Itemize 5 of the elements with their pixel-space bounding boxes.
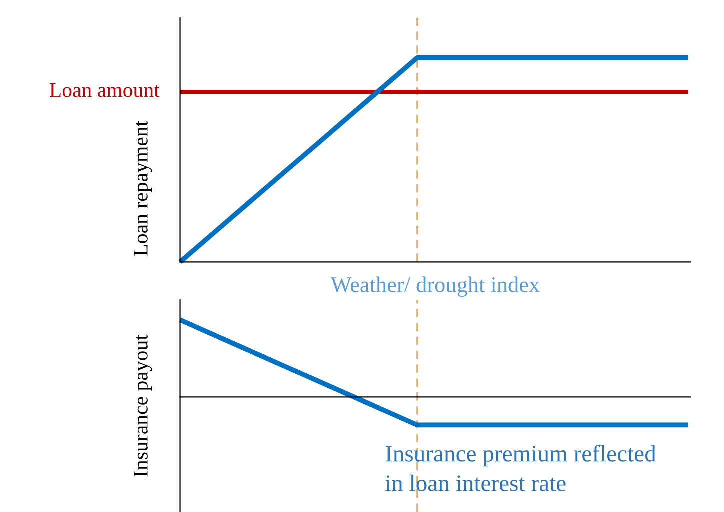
y-axis-title: Insurance payout	[134, 334, 152, 477]
x-axis-title: Weather/ drought index	[330, 276, 540, 298]
y-axis-title: Loan repayment	[134, 121, 152, 256]
series-label: Loan amount	[50, 83, 160, 98]
text: Insurance premium reflected in loan interest rate	[385, 445, 656, 492]
